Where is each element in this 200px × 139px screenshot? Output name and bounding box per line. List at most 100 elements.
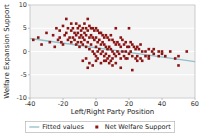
point [100, 32, 103, 35]
point [115, 27, 118, 30]
x-tick-label: -20 [58, 100, 69, 108]
point [105, 46, 108, 49]
legend-swatch [95, 126, 98, 129]
point [131, 69, 134, 72]
point [110, 34, 113, 37]
point [148, 57, 151, 60]
point [123, 55, 126, 58]
point [157, 55, 160, 58]
point [49, 41, 52, 44]
point [111, 39, 114, 42]
point [75, 22, 78, 25]
point [138, 48, 141, 51]
point [118, 43, 121, 46]
point [88, 36, 91, 39]
point [70, 22, 73, 25]
point [82, 36, 85, 39]
point [121, 39, 124, 42]
point [95, 36, 98, 39]
point [86, 29, 89, 32]
grid [30, 5, 195, 98]
point [177, 55, 180, 58]
y-tick-label: 10 [19, 1, 27, 9]
x-axis-label: Left/Right Party Position [71, 108, 155, 116]
y-tick-label: 0 [23, 48, 27, 56]
point [53, 46, 56, 49]
point [73, 32, 76, 35]
point [113, 53, 116, 56]
point [45, 32, 48, 35]
point [72, 36, 75, 39]
point [108, 62, 111, 65]
point [141, 60, 144, 63]
point [106, 36, 109, 39]
point [105, 53, 108, 56]
legend-swatch [29, 126, 39, 127]
point [62, 43, 65, 46]
point [91, 36, 94, 39]
point [80, 41, 83, 44]
point [40, 43, 43, 46]
point [86, 66, 89, 69]
plot-frame [30, 5, 195, 98]
point [148, 55, 151, 58]
grid-line [30, 51, 195, 52]
point [57, 39, 60, 42]
point [133, 46, 136, 49]
x-tick-label: 60 [191, 100, 199, 108]
point [86, 41, 89, 44]
point [62, 25, 65, 28]
legend-frame [25, 122, 174, 133]
grid-line [30, 28, 195, 29]
point [119, 57, 122, 60]
point [139, 57, 142, 60]
point [111, 64, 114, 67]
point [108, 55, 111, 58]
point [85, 46, 88, 49]
point [106, 57, 109, 60]
y-tick-label: 5 [23, 24, 27, 32]
point [96, 29, 99, 32]
point [70, 41, 73, 44]
point [78, 46, 81, 49]
point [91, 64, 94, 67]
point [78, 25, 81, 28]
point [110, 48, 113, 51]
plot-background [30, 5, 195, 98]
point [95, 27, 98, 30]
legend-label: Net Welfare Support [105, 123, 171, 131]
point [129, 50, 132, 53]
point [77, 27, 80, 30]
point [134, 48, 137, 51]
point [161, 50, 164, 53]
point [96, 50, 99, 53]
point [108, 39, 111, 42]
point [101, 41, 104, 44]
point [68, 36, 71, 39]
point [85, 57, 88, 60]
point [115, 62, 118, 65]
point [60, 41, 63, 44]
point [93, 29, 96, 32]
point [80, 34, 83, 37]
point [177, 64, 180, 67]
point [106, 48, 109, 51]
marks [30, 18, 195, 72]
point [131, 55, 134, 58]
point [108, 46, 111, 49]
point [116, 50, 119, 53]
point [110, 60, 113, 63]
point [136, 46, 139, 49]
point [123, 43, 126, 46]
point [95, 60, 98, 63]
point [124, 50, 127, 53]
point [124, 41, 127, 44]
x-tick-label: 20 [125, 100, 133, 108]
point [93, 39, 96, 42]
point [139, 43, 142, 46]
point [80, 29, 83, 32]
point [119, 66, 122, 69]
point [101, 50, 104, 53]
point [101, 34, 104, 37]
point [82, 43, 85, 46]
